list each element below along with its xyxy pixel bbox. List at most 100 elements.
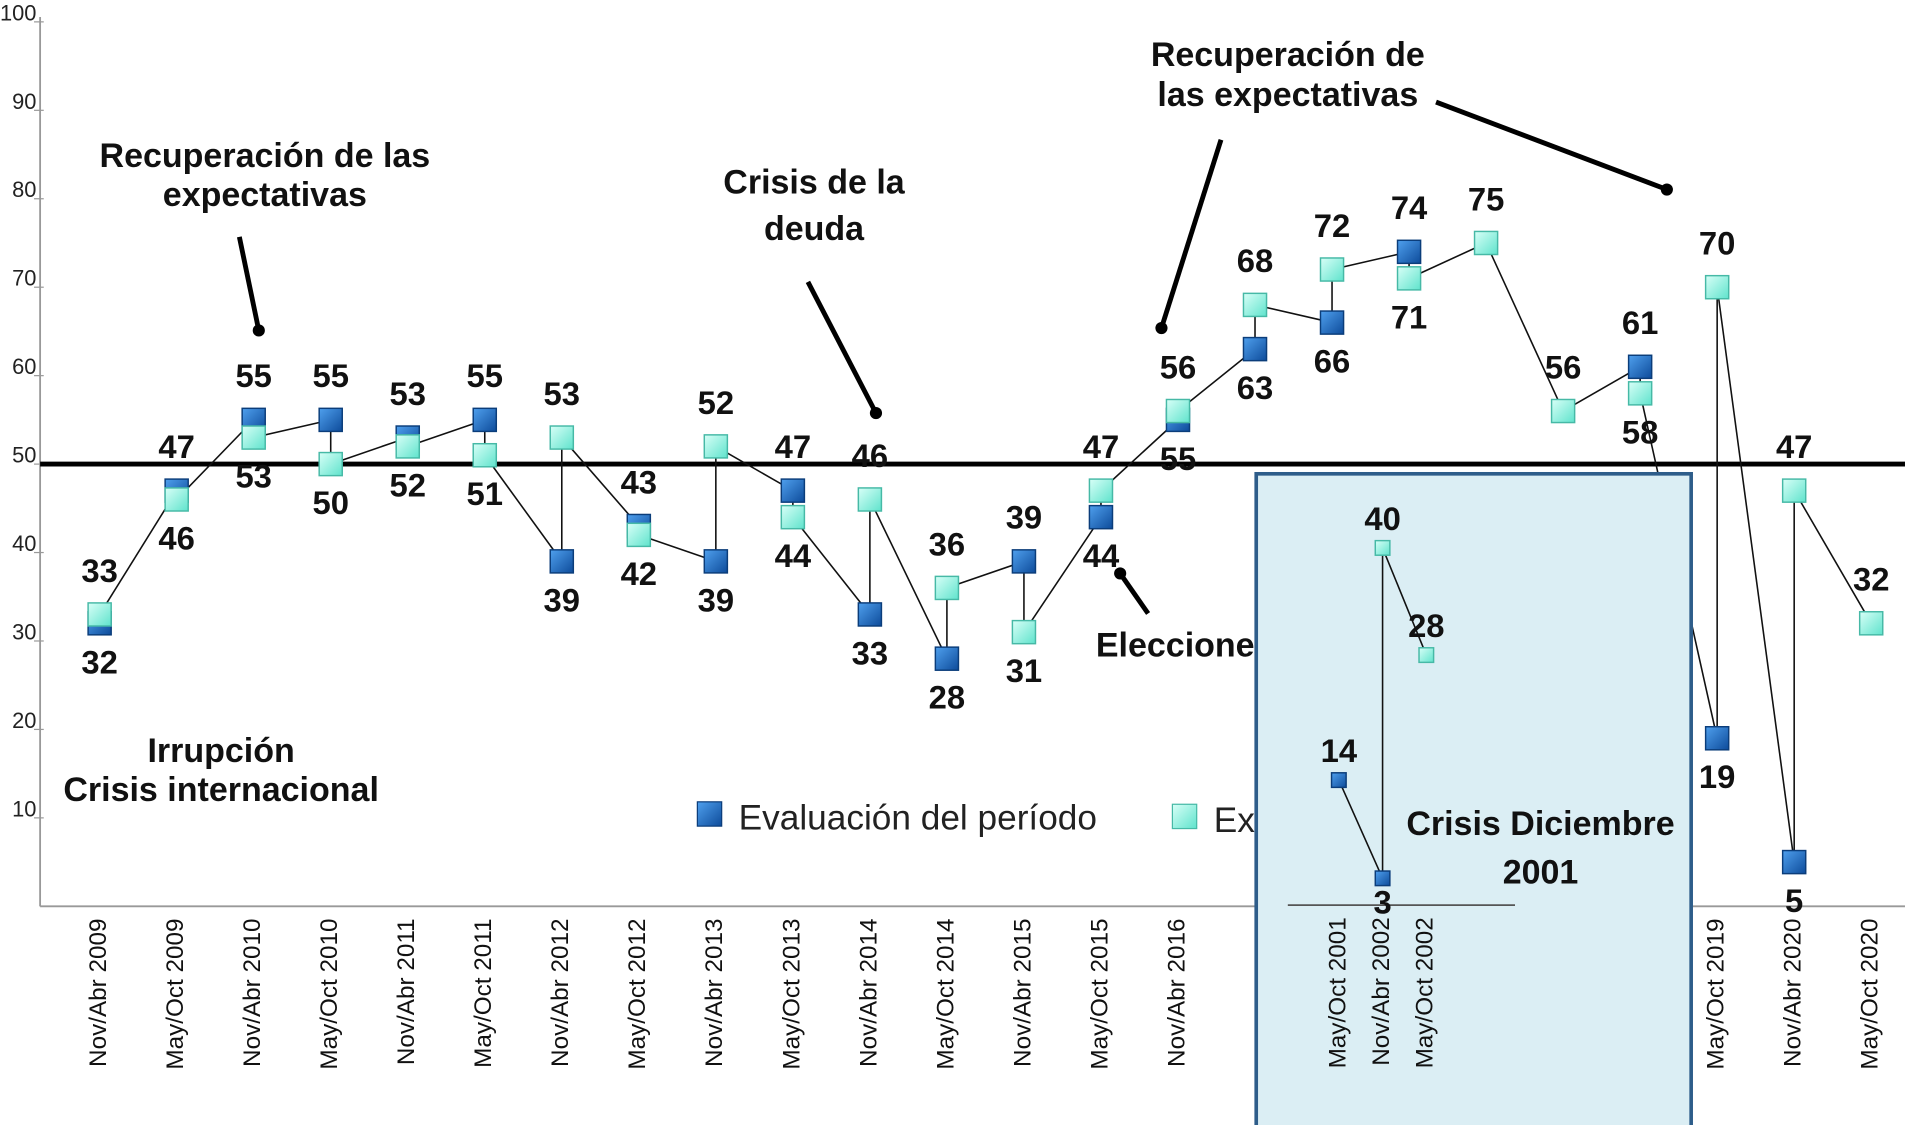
x-tick-label: May/Oct 2019 — [1703, 918, 1730, 1069]
marker — [703, 434, 729, 459]
annotation: Irrupción — [147, 732, 294, 770]
arrow — [236, 236, 262, 331]
x-tick-label: May/Oct 2002 — [1412, 917, 1439, 1068]
data-label: 55 — [467, 357, 503, 394]
legend-label: Evaluación del período — [739, 798, 1097, 837]
marker — [1011, 549, 1037, 574]
inset-title: Crisis Diciembre — [1406, 805, 1674, 843]
x-tick-label: Nov/Abr 2012 — [547, 918, 574, 1066]
data-label: 68 — [1237, 242, 1273, 279]
connector — [638, 534, 717, 563]
data-label: 66 — [1314, 343, 1350, 380]
y-tick-label: 10 — [12, 796, 36, 821]
x-tick-label: Nov/Abr 2010 — [239, 918, 266, 1066]
x-tick-label: Nov/Abr 2013 — [701, 918, 728, 1066]
marker — [1704, 726, 1730, 751]
data-label: 47 — [1776, 428, 1812, 465]
y-tick-label: 100 — [0, 0, 36, 25]
x-tick-label: May/Oct 2012 — [624, 918, 651, 1069]
marker — [1473, 230, 1499, 256]
marker — [318, 407, 343, 433]
marker — [780, 478, 806, 503]
annotation: deuda — [764, 210, 865, 248]
marker — [1627, 381, 1653, 406]
marker — [164, 487, 189, 512]
marker — [1319, 310, 1345, 335]
marker — [934, 646, 960, 671]
y-tick-label: 20 — [12, 708, 36, 733]
marker — [1396, 239, 1422, 265]
data-label: 39 — [1006, 499, 1042, 536]
annotation: Recuperación de — [1151, 36, 1425, 74]
arrow-dot — [252, 324, 265, 337]
marker — [1781, 849, 1807, 875]
x-tick-label: May/Oct 2010 — [316, 918, 343, 1069]
data-label: 63 — [1237, 369, 1273, 406]
data-label: 46 — [852, 437, 888, 474]
arrow-dot — [869, 406, 883, 420]
data-label: 33 — [852, 634, 888, 671]
inset-chart: May/Oct 2001 Nov/Abr 2002 May/Oct 2002 14 3 4… — [1254, 471, 1693, 1125]
marker — [1319, 257, 1345, 282]
x-tick-label: Nov/Abr 2015 — [1009, 918, 1036, 1066]
marker — [1858, 611, 1884, 636]
data-label: 28 — [1408, 607, 1444, 644]
data-label: 70 — [1699, 225, 1735, 262]
arrow-dot — [1155, 321, 1168, 335]
marker — [703, 549, 729, 574]
arrow — [1435, 99, 1668, 192]
data-label: 61 — [1622, 304, 1658, 341]
x-tick-label: Nov/Abr 2014 — [855, 918, 882, 1066]
data-label: 56 — [1545, 348, 1581, 385]
y-tick-label: 60 — [12, 354, 36, 379]
data-label: 44 — [775, 537, 812, 574]
connector — [946, 560, 1025, 589]
connector — [98, 490, 178, 615]
data-label: 55 — [312, 357, 348, 394]
connector — [1254, 304, 1333, 324]
marker — [1242, 336, 1268, 362]
y-tick-label: 80 — [12, 177, 36, 202]
connector — [407, 419, 486, 448]
data-label: 71 — [1391, 298, 1427, 335]
connector — [330, 436, 408, 465]
data-label: 56 — [1160, 348, 1196, 385]
data-label: 47 — [1083, 428, 1119, 465]
data-label: 52 — [389, 466, 425, 503]
x-tick-label: May/Oct 2011 — [470, 918, 497, 1067]
connector — [561, 437, 640, 527]
data-label: 47 — [775, 428, 811, 465]
x-tick-label: May/Oct 2009 — [162, 918, 189, 1069]
connector — [1177, 348, 1256, 412]
x-tick-label: Nov/Abr 2011 — [393, 918, 420, 1065]
data-label: 43 — [621, 463, 657, 500]
data-label: 53 — [544, 375, 580, 412]
data-label: 28 — [929, 679, 965, 716]
marker — [1088, 478, 1114, 503]
data-label: 50 — [312, 484, 348, 521]
y-tick-label: 30 — [12, 619, 36, 644]
x-tick-label: Nov/Abr 2002 — [1368, 917, 1395, 1065]
annotation: Elecciones — [1096, 627, 1274, 665]
data-label: 42 — [621, 555, 657, 592]
connector — [1408, 242, 1487, 280]
marker — [549, 425, 575, 450]
data-label: 36 — [929, 525, 965, 562]
annotation: Crisis de la — [723, 164, 906, 202]
inset-title: 2001 — [1503, 854, 1579, 892]
data-label: 53 — [389, 375, 425, 412]
connector — [1716, 287, 1795, 863]
arrow-dot — [1114, 567, 1127, 580]
x-tick-label: Nov/Abr 2020 — [1780, 918, 1807, 1066]
marker — [549, 549, 575, 574]
annotation: expectativas — [163, 176, 367, 214]
marker — [1550, 398, 1576, 424]
y-tick-label: 90 — [12, 89, 36, 114]
connector — [1338, 779, 1384, 879]
legend-marker — [696, 801, 723, 827]
connector — [1485, 242, 1564, 412]
y-tick-label: 40 — [12, 531, 36, 556]
annotation: Recuperación de las — [100, 137, 431, 175]
marker — [626, 522, 652, 548]
connector — [176, 419, 255, 501]
